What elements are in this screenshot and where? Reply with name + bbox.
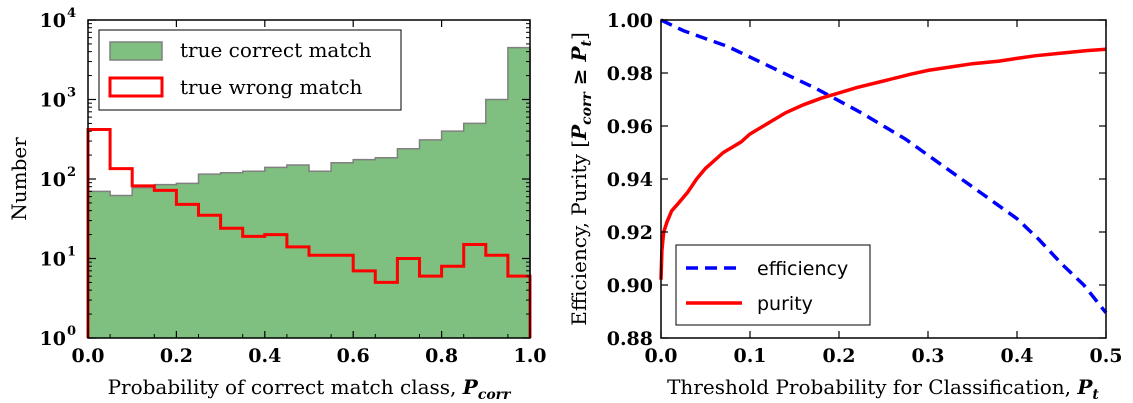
x-tick-label: 0.2 [160,345,193,367]
correct-match-bar [198,174,222,338]
legend-label-correct-match: true correct match [180,38,372,62]
efficiency-purity-x-label-sub: t [1092,387,1099,403]
efficiency-purity-y-label-var: P [567,124,591,141]
x-tick-label: 0.1 [733,345,766,367]
y-tick-label: 10 [40,328,66,350]
efficiency-purity-y-label-prefix: Efficiency, Purity [ [567,140,591,326]
histogram-legend: true correct match true wrong match [98,29,402,111]
efficiency-purity-y-label-geq: ≥ [567,62,591,93]
x-tick-label: 0.0 [644,345,677,367]
y-tick-label-exponent: 2 [67,165,76,180]
efficiency-purity-x-label-var: P [1076,375,1093,399]
efficiency-purity-y-axis-label: Efficiency, Purity [Pcorr ≥ Pt] [567,32,595,326]
y-tick-label: 10 [40,90,66,112]
histogram-x-axis-label-sub: corr [478,387,512,403]
correct-match-bar [220,172,244,338]
correct-match-bar [331,162,354,338]
correct-match-bar [154,184,177,338]
x-tick-label: 0.5 [1089,345,1122,367]
correct-match-bar [242,171,266,338]
correct-match-bar [353,159,376,338]
y-tick-label: 0.98 [607,63,653,85]
y-tick-label: 1.00 [607,10,653,32]
efficiency-purity-y-label-sub: corr [579,91,595,125]
histogram-x-axis-label-text: Probability of correct match class, [108,375,463,399]
y-tick-label-exponent: 1 [67,245,76,260]
x-tick-label: 0.6 [337,345,370,367]
correct-match-bar [286,165,310,338]
y-tick-label-exponent: 0 [67,324,76,339]
efficiency-purity-y-label-var2: P [567,46,591,63]
efficiency-purity-y-ticks: 0.88 0.90 0.92 0.94 0.96 0.98 1.00 [607,10,1106,350]
histogram-y-axis-label: Number [7,137,31,221]
legend-swatch-correct-match [109,41,163,61]
legend-label-purity: purity [757,293,813,315]
x-tick-label: 0.3 [911,345,944,367]
correct-match-bar [88,191,111,338]
correct-match-bars [88,47,531,338]
histogram-x-axis-label-var: P [462,375,479,399]
correct-match-bar [264,167,288,338]
correct-match-bar [176,183,200,338]
efficiency-line [660,18,1108,314]
legend-label-wrong-match: true wrong match [180,75,363,99]
y-tick-label-exponent: 4 [67,6,76,21]
y-tick-label: 10 [40,10,66,32]
efficiency-purity-x-axis-label: Threshold Probability for Classification… [667,375,1099,403]
correct-match-bar [485,99,509,338]
y-tick-label: 0.90 [607,275,653,297]
x-tick-label: 0.8 [425,345,458,367]
y-tick-label: 0.94 [607,169,653,191]
wrong-match-histogram-step [86,127,532,338]
efficiency-purity-panel: 0.0 0.1 0.2 0.3 0.4 0.5 0.880.900.920.940.960… [567,10,1123,403]
efficiency-purity-x-ticks: 0.0 0.1 0.2 0.3 0.4 0.5 [644,20,1123,367]
histogram-x-axis-label: Probability of correct match class, Pcor… [108,375,512,403]
y-tick-label: 0.92 [607,222,653,244]
purity-line [659,47,1107,280]
efficiency-purity-y-label-sub2: t [579,40,595,47]
x-tick-label: 1.0 [513,345,546,367]
efficiency-purity-x-label-text: Threshold Probability for Classification… [667,375,1077,399]
efficiency-purity-legend-box [675,244,871,326]
x-tick-label: 0.2 [822,345,855,367]
correct-match-bar [463,123,487,338]
x-tick-label: 0.4 [248,345,281,367]
y-tick-label: 10 [40,169,66,191]
efficiency-purity-legend: efficiency purity [675,244,871,326]
y-tick-label: 0.88 [607,328,653,350]
histogram-x-ticks: 0.0 0.2 0.4 0.6 0.8 1.0 [71,20,547,367]
correct-match-bar [507,47,531,338]
legend-swatch-wrong-match [108,76,164,98]
correct-match-bar [132,187,155,338]
correct-match-bar [397,148,421,338]
y-tick-label-exponent: 3 [67,86,76,101]
y-tick-label: 0.96 [607,116,653,138]
correct-match-bar [375,157,398,338]
legend-label-efficiency: efficiency [757,258,848,280]
y-tick-label: 10 [40,249,66,271]
x-tick-label: 0.0 [71,345,104,367]
correct-match-bar [419,139,443,338]
correct-match-bar [110,195,133,338]
efficiency-purity-y-label-suffix: ] [567,32,591,40]
correct-match-bar [441,131,465,338]
x-tick-label: 0.4 [1000,345,1033,367]
